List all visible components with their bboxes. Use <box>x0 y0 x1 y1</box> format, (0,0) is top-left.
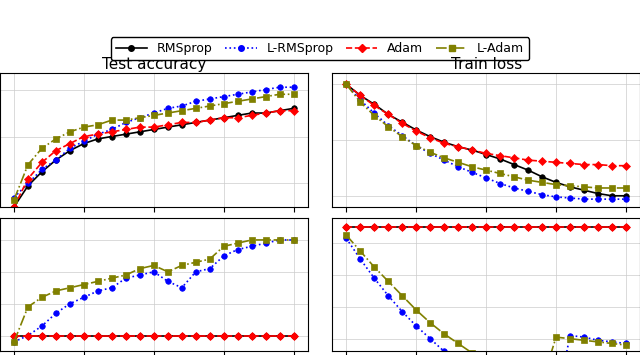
Title: Test accuracy: Test accuracy <box>102 57 206 72</box>
Title: Train loss: Train loss <box>451 57 522 72</box>
Legend: RMSprop, L-RMSprop, Adam, L-Adam: RMSprop, L-RMSprop, Adam, L-Adam <box>111 37 529 60</box>
